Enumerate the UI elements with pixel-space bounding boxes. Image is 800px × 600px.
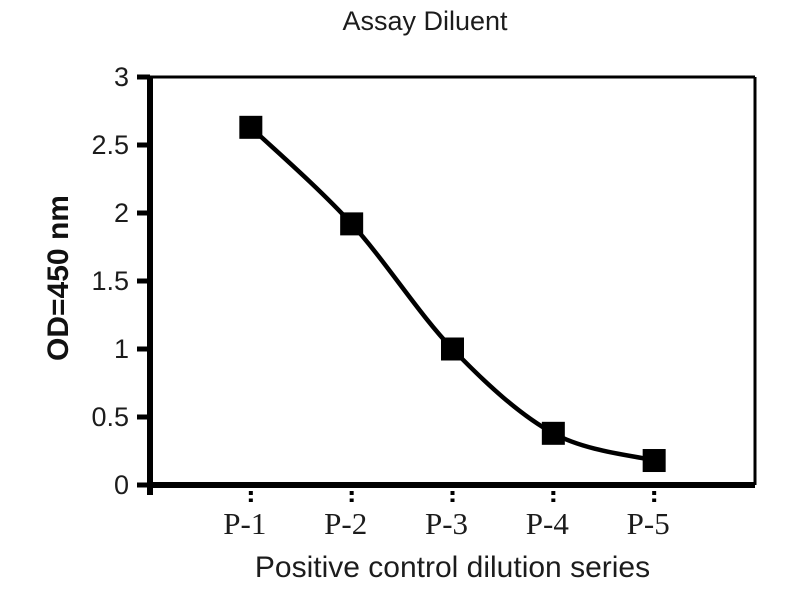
data-point-marker — [541, 421, 565, 445]
chart-title: Assay Diluent — [342, 6, 508, 36]
x-tick-label: P-1 — [223, 506, 266, 541]
data-point-marker — [642, 449, 666, 473]
y-tick-label: 1 — [114, 334, 129, 364]
data-point-marker — [239, 115, 263, 139]
x-tick-label: P-5 — [627, 506, 670, 541]
y-tick-label: 2 — [114, 198, 129, 228]
data-point-marker — [441, 337, 464, 361]
y-tick-label: 0 — [114, 470, 129, 500]
x-tick-label: P-4 — [526, 506, 570, 541]
y-tick-label: 0.5 — [91, 402, 129, 432]
y-tick-label: 3 — [114, 62, 129, 92]
data-point-marker — [340, 212, 364, 236]
y-tick-label: 1.5 — [91, 266, 129, 296]
x-tick-label: P-3 — [425, 506, 468, 541]
x-tick-label: P-2 — [324, 506, 367, 541]
x-axis-label: Positive control dilution series — [254, 551, 651, 584]
y-tick-label: 2.5 — [91, 130, 129, 160]
series-line — [249, 125, 655, 463]
